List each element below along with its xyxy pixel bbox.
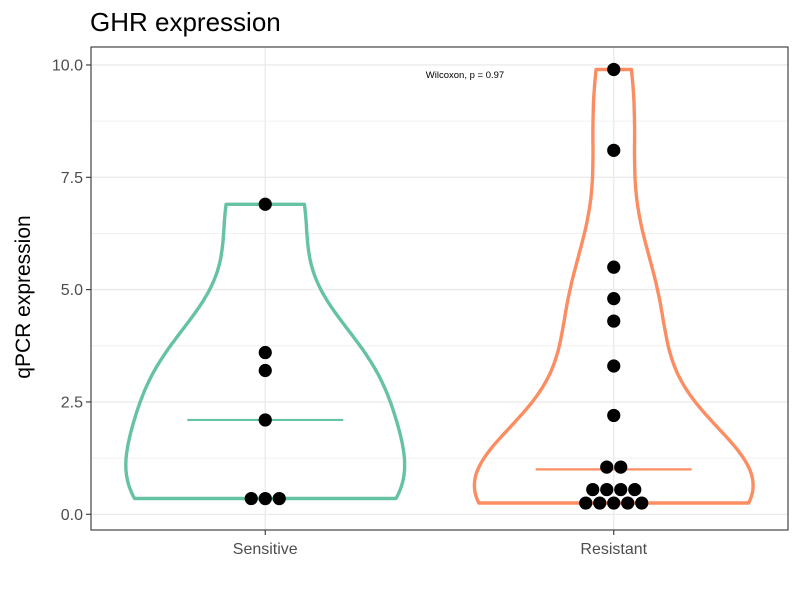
data-point [628, 482, 642, 497]
data-point [607, 496, 621, 510]
y-tick-label: 10.0 [52, 57, 83, 74]
data-point [607, 314, 621, 328]
y-tick-label: 7.5 [61, 170, 83, 187]
y-tick-label: 2.5 [61, 394, 83, 411]
median-lines [187, 418, 692, 471]
data-point [607, 292, 621, 306]
violin-sensitive [124, 202, 407, 501]
data-point [586, 482, 600, 497]
data-point [607, 408, 621, 423]
data-point [258, 413, 272, 427]
data-point [258, 345, 272, 360]
wilcoxon-annotation: Wilcoxon, p = 0.97 [426, 70, 504, 81]
data-points [244, 62, 649, 510]
data-point [579, 496, 593, 510]
data-point [272, 491, 286, 506]
y-tick-label: 5.0 [61, 282, 83, 299]
data-point [258, 197, 272, 211]
y-tick-label: 0.0 [61, 507, 83, 524]
violins [124, 67, 755, 505]
data-point [258, 363, 272, 378]
data-point [607, 260, 621, 274]
data-point [600, 482, 614, 497]
data-point [607, 143, 621, 157]
data-point [244, 491, 258, 506]
major-gridlines [91, 47, 788, 530]
data-point [635, 496, 649, 510]
data-point [593, 496, 607, 510]
data-point [607, 62, 621, 77]
chart-title: GHR expression [90, 7, 281, 37]
data-point [607, 359, 621, 373]
y-axis: 0.0 2.5 5.0 7.5 10.0 [52, 57, 91, 524]
violin-resistant [472, 67, 755, 505]
minor-gridlines [91, 120, 788, 459]
data-point [614, 460, 628, 474]
data-point [621, 496, 635, 510]
data-point [258, 491, 272, 506]
x-tick-label: Resistant [580, 541, 647, 558]
x-axis: Sensitive Resistant [233, 530, 648, 558]
data-point [614, 482, 628, 497]
y-axis-label: qPCR expression [12, 215, 35, 378]
data-point [600, 460, 614, 474]
x-tick-label: Sensitive [233, 541, 298, 558]
panel-border [90, 46, 789, 531]
